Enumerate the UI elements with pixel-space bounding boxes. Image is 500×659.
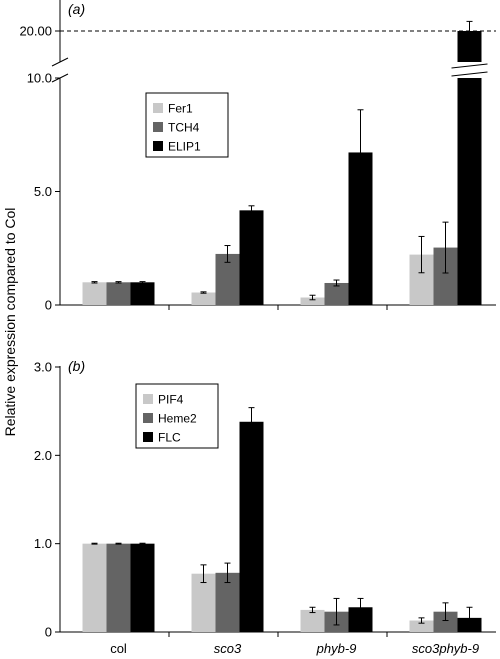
bar-break-gap	[451, 64, 488, 76]
bar	[191, 292, 216, 305]
legend-label: PIF4	[158, 393, 184, 407]
bar	[433, 611, 458, 632]
y-tick-label: 1.0	[34, 536, 52, 551]
legend-swatch	[153, 141, 163, 151]
x-category-label: phyb-9	[316, 641, 357, 656]
y-tick-label: 10.0	[27, 71, 52, 86]
x-axis-categories: col sco3 phyb-9 sco3phyb-9	[110, 641, 479, 656]
bar	[239, 421, 264, 632]
bar-break-mark	[451, 63, 488, 77]
y-tick-label: 2.0	[34, 448, 52, 463]
y-tick-label: 3.0	[34, 360, 52, 375]
bar	[106, 282, 131, 305]
y-axis-label: Relative expression compared to Col	[2, 208, 18, 437]
panel-b: 0 1.0 2.0 3.0 (b) PIF4 Heme2 FLC	[34, 358, 496, 640]
x-category-label: sco3phyb-9	[412, 641, 479, 656]
bar	[409, 620, 434, 632]
x-category-label: col	[110, 641, 127, 656]
legend-swatch	[143, 432, 153, 442]
legend: PIF4 Heme2 FLC	[135, 383, 219, 449]
y-tick-label: 0	[45, 298, 52, 313]
x-category-label: sco3	[214, 641, 242, 656]
bar	[82, 543, 107, 632]
bar	[191, 573, 216, 632]
legend-label: ELIP1	[168, 140, 201, 154]
legend: Fer1 TCH4 ELIP1	[145, 92, 229, 158]
bar	[300, 609, 325, 632]
bar	[239, 210, 264, 305]
bar	[106, 543, 131, 632]
y-tick-label-upper: 20.00	[19, 24, 52, 39]
bar	[82, 282, 107, 305]
legend-swatch	[143, 413, 153, 423]
legend-swatch	[153, 103, 163, 113]
legend-swatch	[153, 122, 163, 132]
panel-label: (b)	[68, 358, 85, 374]
y-tick-label: 5.0	[34, 184, 52, 199]
y-tick-label: 0	[45, 625, 52, 640]
panel-a: 0 5.0 10.0 20.00 (a) Fer1 TCH4 ELIP1	[19, 0, 496, 313]
panel-label: (a)	[68, 1, 85, 17]
legend-label: Fer1	[168, 102, 193, 116]
legend-swatch	[143, 394, 153, 404]
bar	[300, 297, 325, 305]
axis-break-mark	[51, 57, 69, 83]
bar	[324, 282, 349, 305]
bar	[457, 78, 482, 305]
legend-label: FLC	[158, 431, 181, 445]
bar	[130, 543, 155, 632]
legend-label: TCH4	[168, 121, 200, 135]
bar	[130, 282, 155, 305]
legend-label: Heme2	[158, 412, 197, 426]
